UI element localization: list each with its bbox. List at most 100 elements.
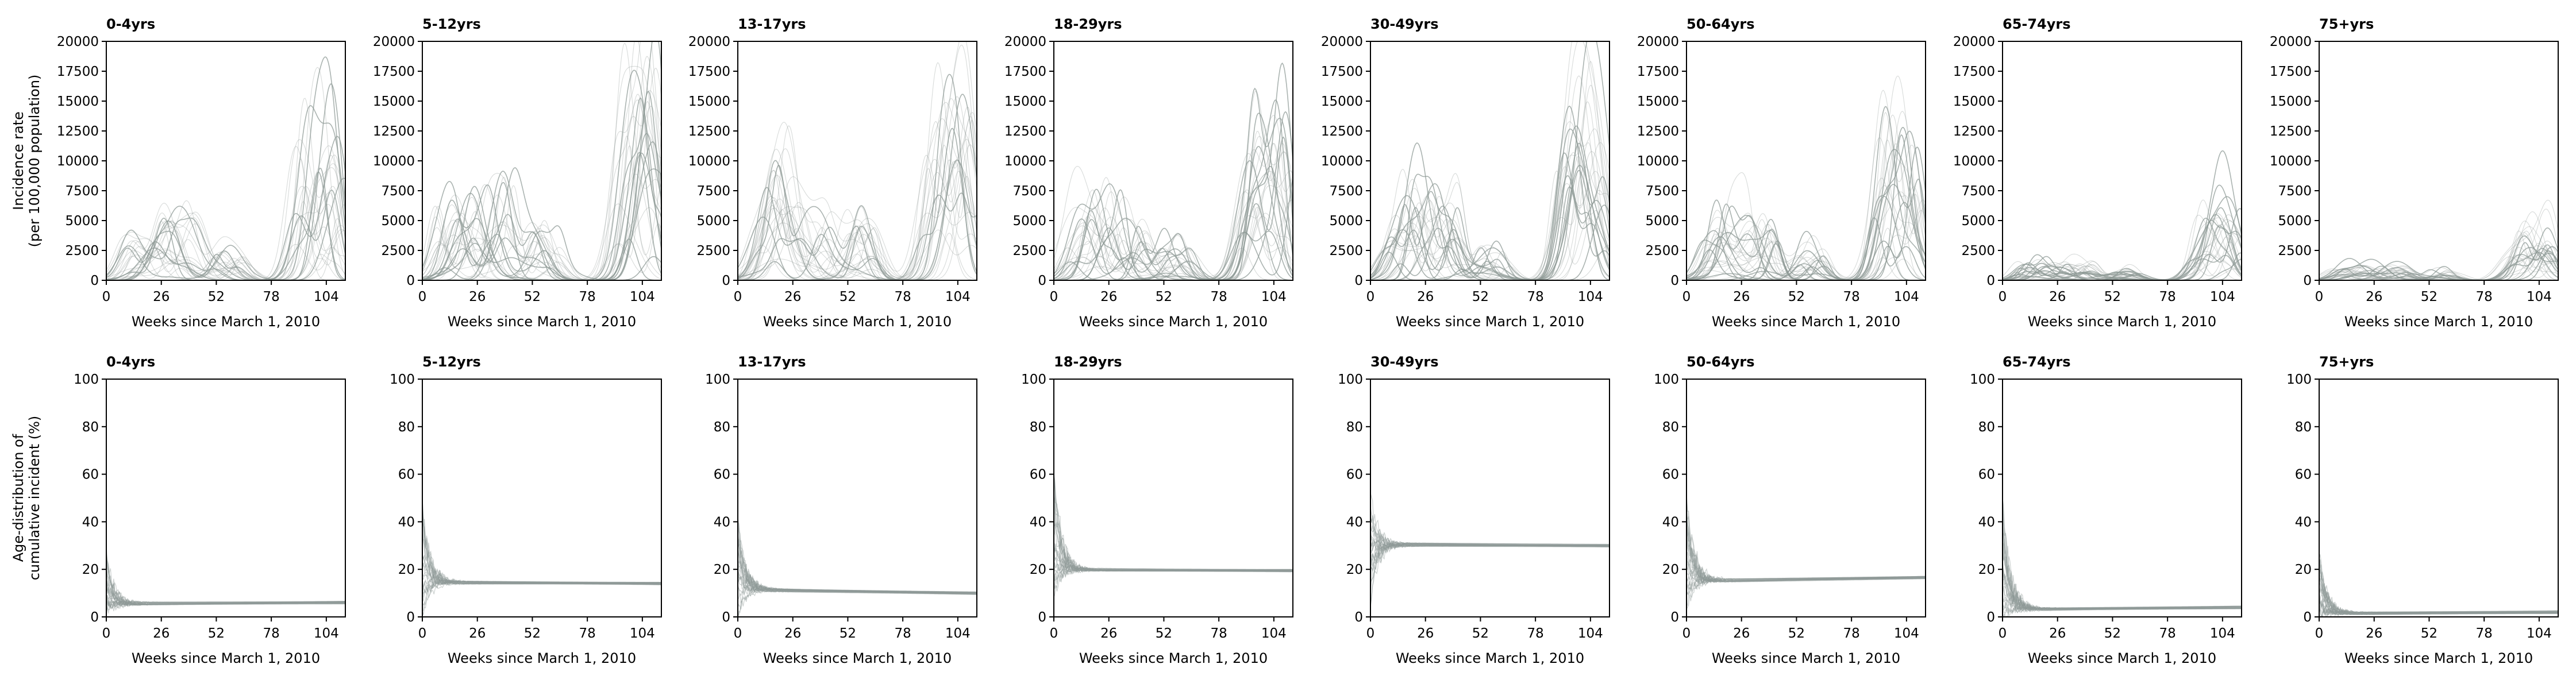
- series-line: [2003, 560, 2242, 612]
- series-line: [1370, 543, 1609, 608]
- series-line: [1054, 569, 1293, 598]
- series-line: [2319, 250, 2558, 280]
- series-line: [422, 580, 661, 601]
- series-line: [2003, 501, 2242, 609]
- series-line: [738, 144, 977, 280]
- series-line: [2319, 242, 2558, 280]
- series-line: [2003, 588, 2242, 610]
- panel-agedist-2: 0 20 40 60 80 100 0 26 52 78 104 Weeks since March …: [705, 354, 977, 666]
- y-tick-label: 0: [1986, 273, 1995, 288]
- y-tick-label: 0: [2303, 273, 2312, 288]
- series-line: [1370, 543, 1609, 551]
- series-line: [1054, 488, 1293, 572]
- series-line: [1370, 538, 1609, 547]
- x-tick-label: 26: [1100, 626, 1117, 641]
- series-line: [1054, 99, 1293, 280]
- y-tick-label: 40: [1030, 515, 1046, 530]
- series-line: [2003, 199, 2242, 280]
- series-line: [422, 133, 661, 280]
- x-axis-label: Weeks since March 1, 2010: [763, 314, 952, 330]
- series-line: [2003, 568, 2242, 610]
- x-tick-label: 52: [1788, 626, 1805, 641]
- series-line: [738, 197, 977, 280]
- series-line: [1686, 177, 1926, 280]
- y-tick-label: 0: [1986, 610, 1995, 625]
- series-line: [422, 522, 661, 584]
- series-line: [2003, 543, 2242, 610]
- series-line: [422, 101, 661, 280]
- x-axis-label: Weeks since March 1, 2010: [2028, 650, 2216, 666]
- series-line: [422, 580, 661, 607]
- series-line: [422, 145, 661, 280]
- series-line: [1054, 165, 1293, 277]
- series-group: [1370, 493, 1609, 608]
- panel-incidence-0: 0 2500 5000 7500 10000 12500 15000 17500 20000 0 2…: [57, 16, 346, 330]
- series-line: [738, 576, 977, 593]
- series-line: [1686, 554, 1926, 582]
- series-line: [1054, 90, 1293, 280]
- y-tick-label: 2500: [65, 244, 99, 258]
- series-line: [1370, 539, 1609, 551]
- y-tick-label: 40: [714, 515, 730, 530]
- series-line: [738, 588, 977, 617]
- panel-incidence-4: 0 2500 5000 7500 10000 12500 15000 17500 20000 0 2…: [1321, 16, 1610, 330]
- y-tick-label: 20: [1030, 562, 1046, 577]
- series-line: [106, 136, 345, 280]
- series-line: [738, 584, 977, 596]
- series-line: [422, 141, 661, 280]
- series-line: [1686, 139, 1926, 280]
- series-line: [2319, 586, 2558, 615]
- series-line: [1054, 142, 1293, 280]
- series-line: [1686, 90, 1926, 280]
- series-line: [1686, 534, 1926, 584]
- y-tick-label: 0: [406, 610, 415, 625]
- y-tick-label: 60: [1346, 468, 1363, 482]
- x-axis-label: Weeks since March 1, 2010: [448, 314, 636, 330]
- y-tick-label: 17500: [1004, 64, 1046, 79]
- series-line: [738, 534, 977, 593]
- y-tick-label: 17500: [688, 64, 730, 79]
- series-line: [422, 580, 661, 601]
- series-line: [106, 584, 345, 607]
- series-line: [738, 159, 977, 280]
- series-line: [2319, 605, 2558, 616]
- x-tick-label: 78: [579, 626, 596, 641]
- x-tick-label: 52: [1472, 289, 1489, 304]
- series-line: [106, 601, 345, 612]
- y-tick-label: 0: [1670, 610, 1679, 625]
- x-tick-label: 52: [1156, 289, 1172, 304]
- y-tick-label: 80: [1346, 420, 1363, 435]
- x-tick-label: 52: [1156, 626, 1172, 641]
- x-tick-label: 26: [1733, 289, 1750, 304]
- series-line: [2319, 234, 2558, 280]
- series-line: [1054, 569, 1293, 590]
- series-line: [1686, 127, 1926, 280]
- x-tick-label: 104: [1894, 289, 1919, 304]
- y-tick-label: 20000: [2270, 34, 2312, 49]
- x-tick-label: 78: [263, 626, 280, 641]
- series-line: [422, 572, 661, 585]
- series-line: [422, 519, 661, 585]
- axes-frame: [1053, 379, 1293, 617]
- series-line: [738, 542, 977, 593]
- series-line: [2003, 223, 2242, 280]
- series-line: [2003, 225, 2242, 280]
- x-axis-label: Weeks since March 1, 2010: [132, 650, 320, 666]
- series-line: [1370, 542, 1609, 561]
- panel-incidence-3: 0 2500 5000 7500 10000 12500 15000 17500 20000 0 2…: [1004, 16, 1293, 330]
- series-line: [1686, 524, 1926, 580]
- series-line: [106, 186, 345, 280]
- series-line: [1054, 207, 1293, 280]
- series-line: [1370, 512, 1609, 547]
- series-line: [738, 559, 977, 595]
- panel-title: 50-64yrs: [1686, 16, 1755, 32]
- series-line: [738, 192, 977, 280]
- x-tick-label: 104: [2527, 626, 2552, 641]
- series-line: [2319, 232, 2558, 280]
- y-tick-label: 15000: [1004, 94, 1046, 109]
- series-line: [1370, 544, 1609, 561]
- series-line: [1054, 472, 1293, 572]
- x-axis-label: Weeks since March 1, 2010: [448, 650, 636, 666]
- series-line: [422, 555, 661, 584]
- series-line: [2003, 550, 2242, 609]
